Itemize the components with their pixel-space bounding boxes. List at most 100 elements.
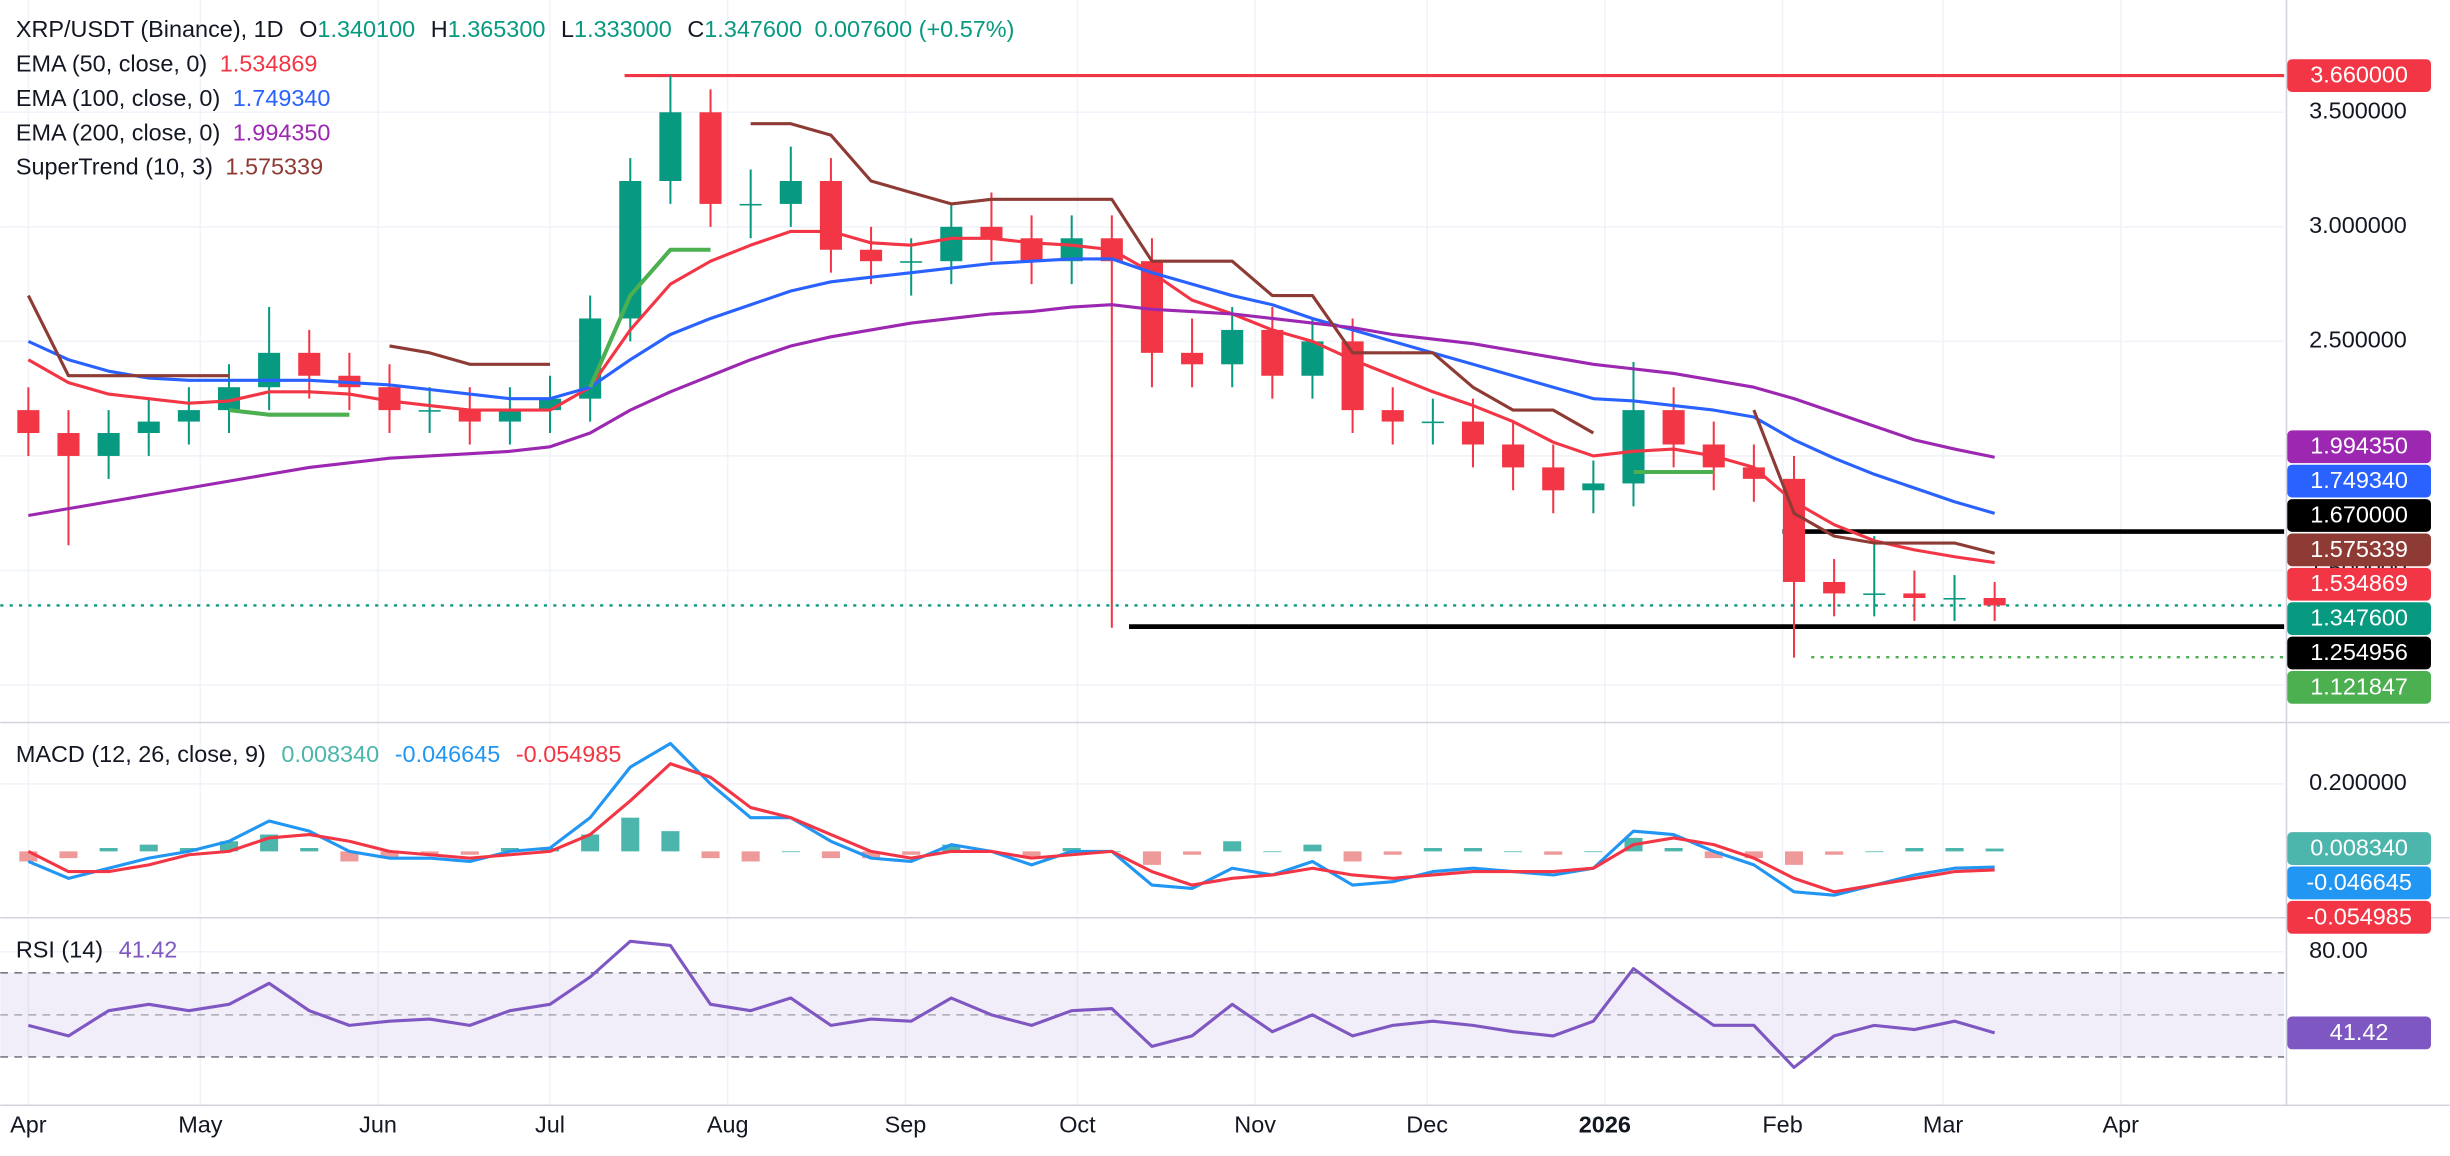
ohlc-key: H [431, 16, 448, 42]
legend-name: EMA (200, close, 0) [16, 120, 220, 146]
candle-body [137, 421, 160, 434]
candle-body [900, 261, 923, 263]
candle-body [97, 433, 120, 456]
price-change: 0.007600 (+0.57%) [814, 16, 1014, 42]
value-badge [2287, 533, 2431, 567]
value-badge [2287, 866, 2431, 900]
histogram-bar [621, 817, 640, 852]
candle-body [1221, 329, 1244, 365]
candle-body [1863, 593, 1886, 595]
histogram-bar [1142, 851, 1161, 865]
candle-body [1381, 410, 1404, 422]
histogram-bar [420, 851, 439, 855]
histogram-bar [862, 851, 881, 859]
x-tick-label: May [178, 1112, 223, 1138]
histogram-bar [139, 844, 158, 852]
candle-body [498, 410, 521, 422]
histogram-bar [380, 851, 399, 859]
x-tick-label: 2026 [1579, 1112, 1631, 1138]
histogram-bar [581, 834, 600, 852]
histogram-bar [219, 841, 239, 852]
legend-value: 0.008340 [281, 741, 379, 767]
x-tick-label: Oct [1059, 1112, 1096, 1138]
legend-line: EMA (100, close, 0) 1.749340 [16, 85, 331, 111]
histogram-bar [1223, 841, 1242, 852]
legend-name: EMA (50, close, 0) [16, 51, 207, 77]
candle-body [1181, 352, 1204, 365]
candle-body [1742, 467, 1765, 479]
legend-title: MACD (12, 26, close, 9) [16, 741, 266, 767]
indicator-line [228, 247, 1714, 475]
candle-body [819, 181, 842, 250]
candle-body [1622, 410, 1645, 484]
candle-body [458, 410, 481, 422]
candle-body [699, 112, 722, 204]
histogram-bar [1303, 844, 1322, 852]
histogram-bar [1263, 851, 1282, 853]
ohlc-value: 1.333000 [574, 16, 672, 42]
histogram-bar [1945, 848, 1964, 852]
value-badge-label: 41.42 [2330, 1019, 2389, 1045]
histogram-bar [19, 851, 38, 862]
candle-body [538, 398, 562, 411]
histogram-bar [1062, 848, 1081, 852]
histogram-bar [661, 831, 680, 852]
histogram-bar [1664, 848, 1683, 852]
candle-body [1943, 597, 1966, 600]
value-badge-label: 3.660000 [2310, 62, 2408, 88]
candle-body [659, 112, 682, 182]
histogram-bar [1784, 851, 1804, 865]
indicator-line [27, 257, 1996, 515]
histogram-bar [1865, 851, 1884, 853]
value-badge [2287, 1016, 2431, 1050]
indicator-line [27, 741, 1995, 897]
value-badge-label: 1.347600 [2310, 605, 2408, 631]
histogram-bar [701, 851, 720, 859]
legend-title: RSI (14) [16, 937, 103, 963]
value-badge-label: 1.254956 [2310, 639, 2408, 665]
x-tick-label: Feb [1762, 1112, 1802, 1138]
x-tick-label: Jul [535, 1112, 565, 1138]
histogram-bar [1544, 851, 1563, 855]
ohlc-key: O [299, 16, 317, 42]
candle-body [1903, 593, 1926, 598]
ohlc-key: L [561, 16, 574, 42]
candle-body [940, 226, 963, 262]
candle-body [1502, 444, 1525, 468]
legend-value: -0.046645 [395, 741, 501, 767]
x-tick-label: Jun [359, 1112, 397, 1138]
indicator-line [27, 762, 1995, 894]
histogram-bar [1825, 851, 1844, 855]
histogram-bar [821, 851, 840, 859]
candle-body [980, 226, 1003, 239]
value-badge [2287, 900, 2431, 934]
candle-body [1823, 581, 1846, 594]
candle-body [1140, 261, 1163, 353]
ohlc-key: C [687, 16, 704, 42]
mark-layer [0, 74, 2285, 1070]
indicator-line [28, 303, 1995, 518]
value-badge-label: 1.994350 [2310, 433, 2408, 459]
value-badge [2287, 602, 2431, 636]
ohlc-value: 1.347600 [704, 16, 802, 42]
candle-body [258, 352, 281, 388]
histogram-bar [902, 851, 921, 855]
legend-value: -0.054985 [516, 741, 622, 767]
indicator-line [27, 939, 1996, 1070]
candle-body [739, 203, 762, 206]
legend-value: 1.994350 [233, 120, 331, 146]
candle-body [619, 181, 642, 319]
histogram-bar [1584, 851, 1603, 853]
histogram-bar [179, 848, 198, 852]
histogram-bar [1183, 851, 1202, 855]
histogram-bar [500, 848, 519, 852]
candle-body [418, 410, 441, 412]
histogram-bar [1383, 851, 1402, 855]
histogram-bar [99, 848, 118, 852]
ohlc-value: 1.365300 [448, 16, 546, 42]
legend-name: SuperTrend (10, 3) [16, 154, 213, 180]
legend-line: MACD (12, 26, close, 9) 0.008340 -0.046645… [16, 741, 621, 767]
histogram-bar [1985, 848, 2004, 852]
histogram-bar [1022, 851, 1041, 859]
